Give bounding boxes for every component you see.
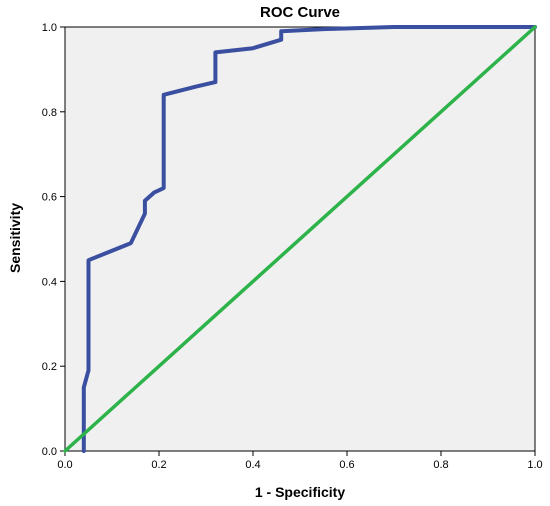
x-axis-label: 1 - Specificity [255, 484, 345, 500]
chart-title: ROC Curve [260, 4, 340, 21]
y-tick-label: 0.2 [42, 361, 57, 373]
x-tick-label: 0.2 [151, 459, 166, 471]
series-lines [63, 25, 537, 453]
y-tick-label: 0.8 [42, 107, 57, 119]
y-tick-label: 0.4 [42, 276, 57, 288]
x-tick-label: 0.0 [57, 459, 72, 471]
x-tick-label: 0.8 [433, 459, 448, 471]
roc-curve-line [81, 25, 537, 453]
x-tick-label: 0.4 [245, 459, 260, 471]
reference-diagonal-line [63, 25, 537, 453]
y-tick-label: 0.6 [42, 192, 57, 204]
axis-ticks: 0.0 0.2 0.4 0.6 0.8 1.0 0.0 0.2 0.4 0.6 0.8 1.0 [42, 22, 543, 471]
y-axis-label: Sensitivity [7, 203, 23, 273]
y-tick-label: 1.0 [42, 22, 57, 34]
x-tick-label: 1.0 [527, 459, 542, 471]
x-tick-label: 0.6 [339, 459, 354, 471]
y-tick-label: 0.0 [42, 446, 57, 458]
